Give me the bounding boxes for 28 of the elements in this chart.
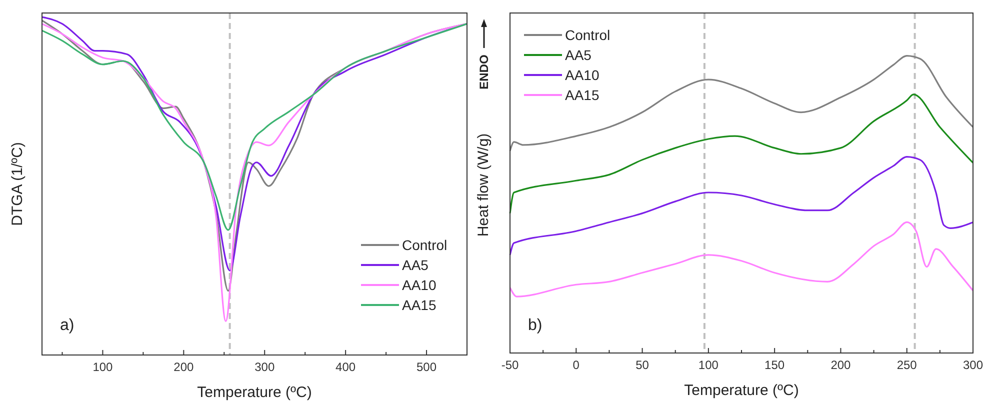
x-tick-label: 300 xyxy=(254,360,275,374)
legend-label: Control xyxy=(402,237,448,253)
x-tick-label: 0 xyxy=(572,358,580,372)
y-axis-title: Heat flow (W/g) xyxy=(475,133,492,237)
annotation: a) xyxy=(60,317,74,334)
x-tick-label: 300 xyxy=(962,358,984,372)
x-tick-label: 250 xyxy=(896,358,918,372)
legend-label: AA5 xyxy=(402,257,429,273)
x-tick-label: -50 xyxy=(501,358,519,372)
legend-label: AA15 xyxy=(565,87,600,103)
legend-label: AA10 xyxy=(565,67,600,83)
y-axis-title: DTGA (1/ºC) xyxy=(9,142,26,226)
legend-label: AA10 xyxy=(402,277,436,293)
legend-label: AA5 xyxy=(565,47,592,63)
x-tick-label: 100 xyxy=(92,360,114,374)
x-tick-label: 400 xyxy=(336,360,356,374)
x-tick-label: 50 xyxy=(636,358,650,372)
annotation: b) xyxy=(528,317,542,334)
x-tick-label: 150 xyxy=(764,358,785,372)
text: ENDO xyxy=(477,54,491,90)
x-tick-label: 200 xyxy=(830,358,852,372)
x-tick-label: 500 xyxy=(416,360,437,374)
x-tick-label: 200 xyxy=(174,360,194,374)
x-axis-title: Temperature (ºC) xyxy=(684,382,799,399)
legend-label: AA15 xyxy=(402,297,436,313)
x-tick-label: 100 xyxy=(698,358,719,372)
legend-label: Control xyxy=(565,27,610,43)
x-axis-title: Temperature (ºC) xyxy=(197,384,312,401)
